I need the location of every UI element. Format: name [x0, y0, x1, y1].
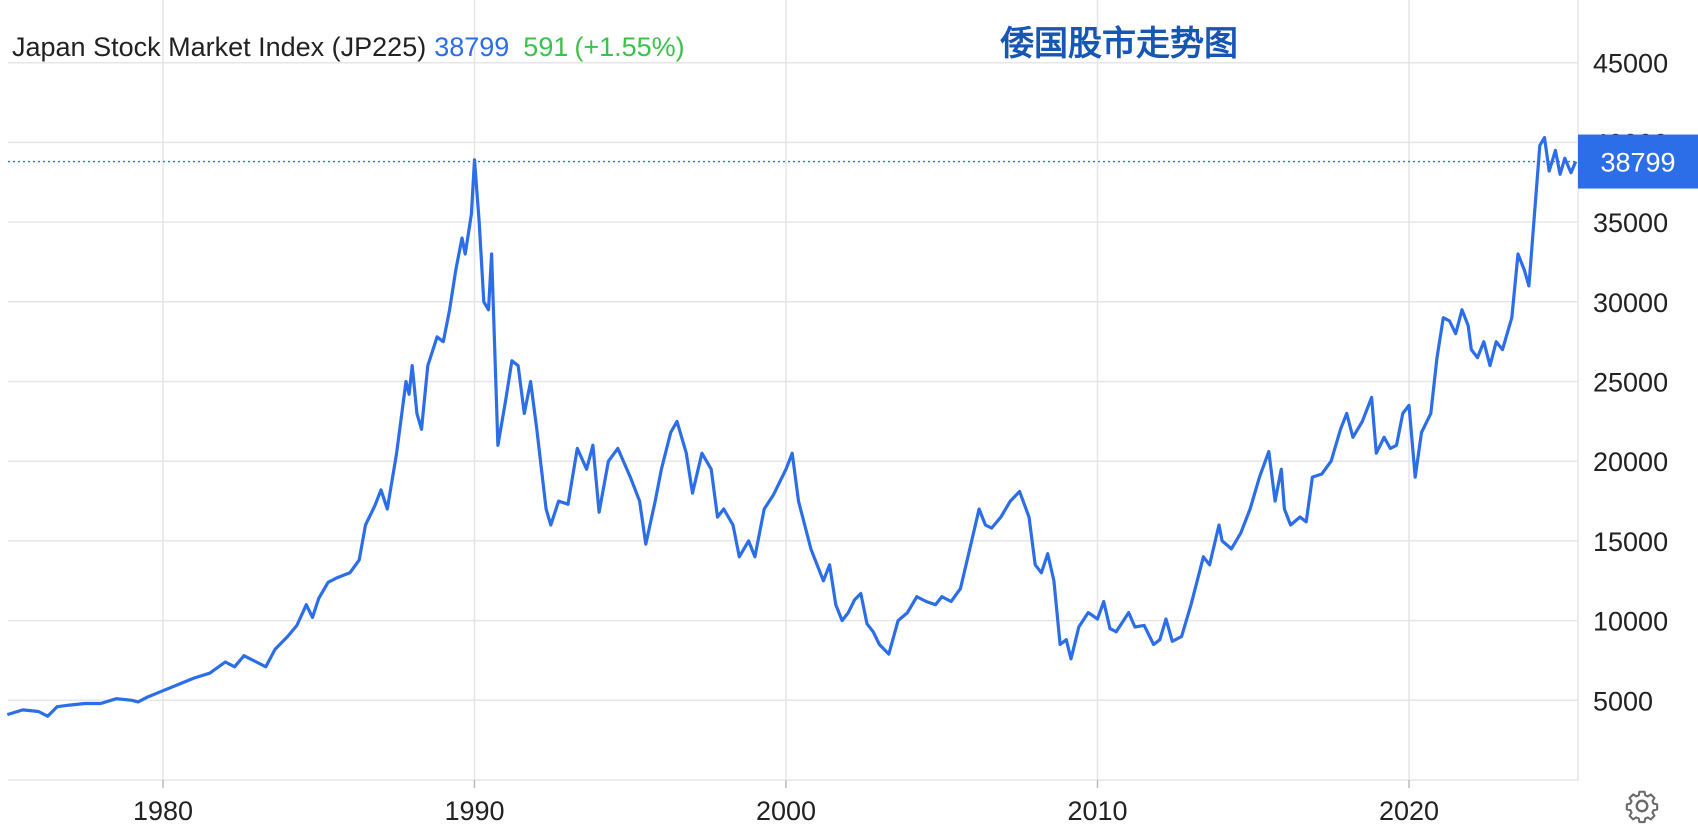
- x-axis: 1980 1990 2000 2010 2020: [133, 780, 1439, 826]
- y-tick-label: 20000: [1593, 447, 1668, 477]
- chart-header: Japan Stock Market Index (JP225) 38799 591…: [12, 30, 685, 64]
- y-tick-label: 5000: [1593, 686, 1653, 716]
- price-change-percent: (+1.55%): [574, 32, 685, 62]
- x-tick-label: 2010: [1067, 796, 1127, 826]
- price-change: 591: [523, 32, 569, 62]
- y-tick-label: 45000: [1593, 49, 1668, 79]
- x-tick-label: 1990: [444, 796, 504, 826]
- overlay-title: 倭国股市走势图: [1000, 24, 1238, 64]
- y-tick-label: 25000: [1593, 368, 1668, 398]
- x-tick-label: 2000: [756, 796, 816, 826]
- last-price-badge-bg: [1578, 134, 1698, 189]
- gear-icon[interactable]: [1624, 788, 1660, 824]
- y-tick-label: 10000: [1593, 607, 1668, 637]
- y-tick-label: 30000: [1593, 288, 1668, 318]
- index-price: 38799: [434, 32, 510, 62]
- y-tick-label: 35000: [1593, 208, 1668, 238]
- last-price-badge-label: 38799: [1600, 148, 1675, 178]
- index-name: Japan Stock Market Index (JP225): [12, 32, 427, 62]
- last-price-badge: 38799: [1578, 134, 1698, 189]
- y-tick-label: 15000: [1593, 527, 1668, 557]
- series-line: [6, 136, 1578, 718]
- x-tick-label: 1980: [133, 796, 193, 826]
- grid-lines: [8, 0, 1579, 781]
- x-tick-label: 2020: [1379, 796, 1439, 826]
